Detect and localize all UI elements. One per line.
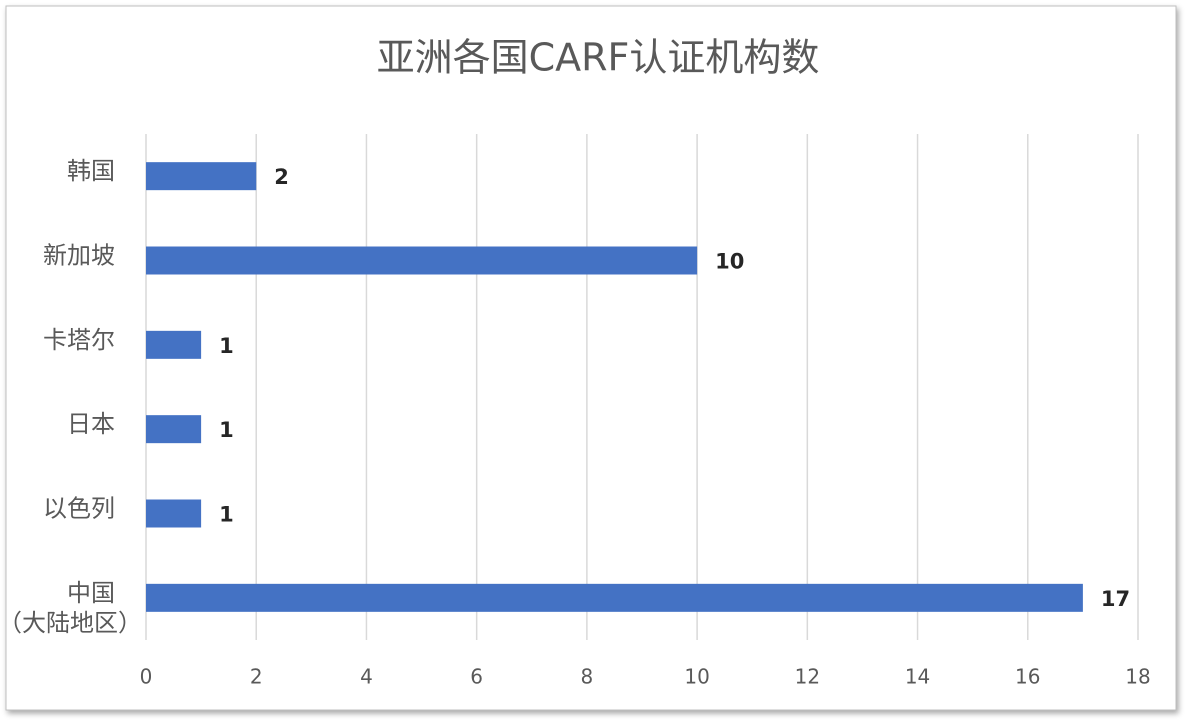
chart-title: 亚洲各国CARF认证机构数 xyxy=(377,36,820,80)
x-tick-label: 0 xyxy=(140,665,153,689)
x-tick-label: 4 xyxy=(360,665,373,689)
data-label: 2 xyxy=(274,165,289,189)
x-tick-label: 18 xyxy=(1125,665,1150,689)
x-tick-label: 10 xyxy=(684,665,709,689)
bar xyxy=(146,415,202,444)
data-label: 17 xyxy=(1101,587,1130,611)
bar xyxy=(146,499,202,528)
y-tick-label: 中国（大陆地区） xyxy=(0,579,142,637)
x-tick-label: 6 xyxy=(470,665,483,689)
y-tick-label: 新加坡 xyxy=(43,242,115,270)
bar xyxy=(146,246,698,275)
x-tick-label: 8 xyxy=(581,665,594,689)
y-tick-label: 韩国 xyxy=(67,157,115,185)
y-tick-label: 以色列 xyxy=(43,495,115,523)
x-tick-label: 12 xyxy=(795,665,820,689)
bar xyxy=(146,162,257,191)
x-tick-label: 2 xyxy=(250,665,263,689)
x-tick-label: 14 xyxy=(905,665,930,689)
bar xyxy=(146,330,202,359)
data-label: 10 xyxy=(715,250,744,274)
data-label: 1 xyxy=(219,418,234,442)
y-tick-label: 卡塔尔 xyxy=(43,326,115,354)
data-label: 1 xyxy=(219,503,234,527)
bar xyxy=(146,583,1083,612)
x-tick-label: 16 xyxy=(1015,665,1040,689)
y-tick-label: 日本 xyxy=(67,410,115,438)
data-label: 1 xyxy=(219,334,234,358)
